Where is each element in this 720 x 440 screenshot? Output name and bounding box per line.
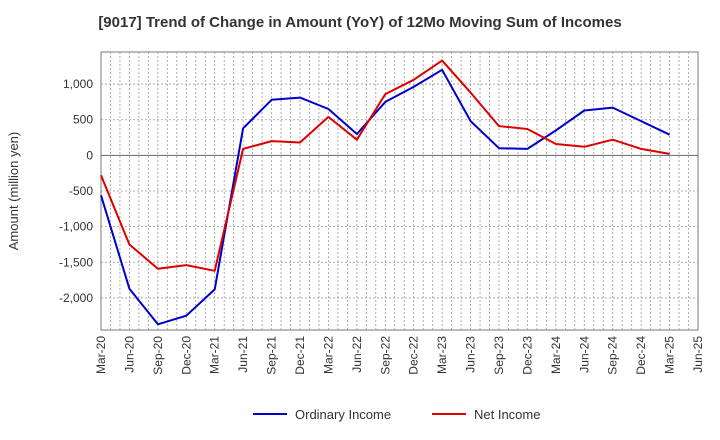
x-tick-label: Jun-20 [122,336,136,373]
x-tick-label: Jun-23 [464,336,478,373]
x-tick-label: Dec-24 [634,336,648,375]
x-tick-label: Jun-25 [691,336,705,373]
x-tick-label: Sep-21 [265,336,279,375]
x-tick-label: Mar-21 [208,336,222,374]
x-tick-label: Sep-20 [151,336,165,375]
x-tick-label: Dec-22 [407,336,421,375]
x-tick-label: Dec-20 [179,336,193,375]
y-tick-label: -1,000 [59,220,93,234]
x-tick-label: Dec-23 [520,336,534,375]
x-tick-labels: Mar-20 Jun-20 Sep-20 Dec-20 Mar-21 Jun-21 Sep-… [94,336,705,375]
grid-layer [101,52,698,330]
y-tick-labels: -2,000 -1,500 -1,000 -500 0 500 1,000 [59,77,93,305]
x-tick-label: Sep-23 [492,336,506,375]
x-tick-label: Dec-21 [293,336,307,375]
y-axis-label: Amount (million yen) [6,132,21,251]
x-tick-label: Mar-23 [435,336,449,374]
legend-label-1: Net Income [474,407,540,422]
legend: Ordinary Income Net Income [253,407,540,422]
x-tick-label: Mar-22 [321,336,335,374]
y-tick-label: 500 [73,113,93,127]
x-tick-label: Sep-24 [606,336,620,375]
y-tick-label: 1,000 [63,77,93,91]
x-tick-label: Jun-22 [350,336,364,373]
x-tick-label: Mar-20 [94,336,108,374]
x-tick-label: Jun-21 [236,336,250,373]
series-line-1 [100,59,670,272]
series-layer [100,59,671,326]
chart-title: [9017] Trend of Change in Amount (YoY) o… [98,14,622,31]
x-tick-label: Mar-25 [663,336,677,374]
y-tick-label: -1,500 [59,255,93,269]
legend-label-0: Ordinary Income [295,407,391,422]
x-tick-label: Sep-22 [378,336,392,375]
series-line-0 [100,68,671,326]
y-tick-label: 0 [86,148,93,162]
x-tick-label: Jun-24 [577,336,591,373]
x-tick-label: Mar-24 [549,336,563,374]
y-tick-label: -500 [69,184,93,198]
y-tick-label: -2,000 [59,291,93,305]
